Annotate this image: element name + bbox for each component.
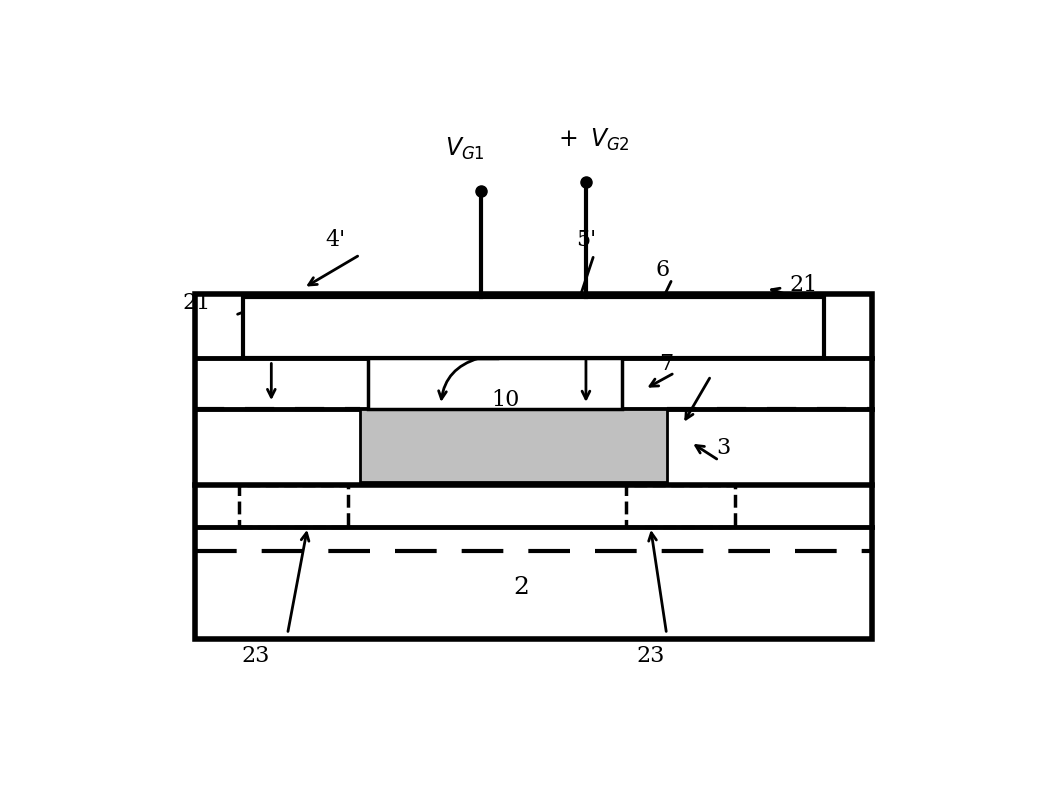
Bar	[360, 409, 666, 482]
Text: $V_{G1}$: $V_{G1}$	[445, 136, 485, 162]
Bar	[627, 485, 735, 527]
Text: 4': 4'	[326, 229, 346, 251]
Text: 23: 23	[636, 645, 665, 667]
Text: 3: 3	[716, 437, 730, 459]
Text: 21: 21	[790, 274, 818, 296]
Bar	[369, 358, 623, 409]
Text: +: +	[558, 128, 578, 151]
Text: 10: 10	[491, 389, 519, 411]
Text: 23: 23	[240, 645, 270, 667]
Text: 21: 21	[182, 292, 210, 314]
Bar	[239, 485, 348, 527]
Text: 7: 7	[660, 353, 674, 375]
Text: 5': 5'	[576, 229, 596, 251]
Bar	[195, 294, 872, 639]
Text: 2: 2	[513, 576, 529, 599]
Bar	[244, 297, 823, 358]
Text: $V_{G2}$: $V_{G2}$	[590, 127, 630, 152]
Text: 6: 6	[656, 259, 669, 281]
